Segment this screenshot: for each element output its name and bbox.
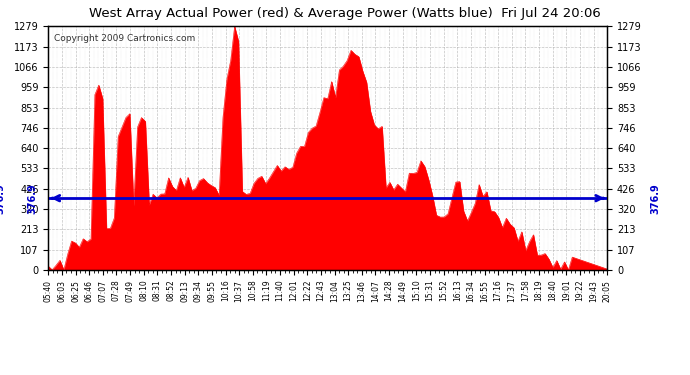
Text: Copyright 2009 Cartronics.com: Copyright 2009 Cartronics.com <box>54 34 195 43</box>
Text: West Array Actual Power (red) & Average Power (Watts blue)  Fri Jul 24 20:06: West Array Actual Power (red) & Average … <box>89 8 601 21</box>
Text: 376.9: 376.9 <box>28 183 37 213</box>
Text: 376.9: 376.9 <box>0 183 6 213</box>
Text: 376.9: 376.9 <box>650 183 660 213</box>
